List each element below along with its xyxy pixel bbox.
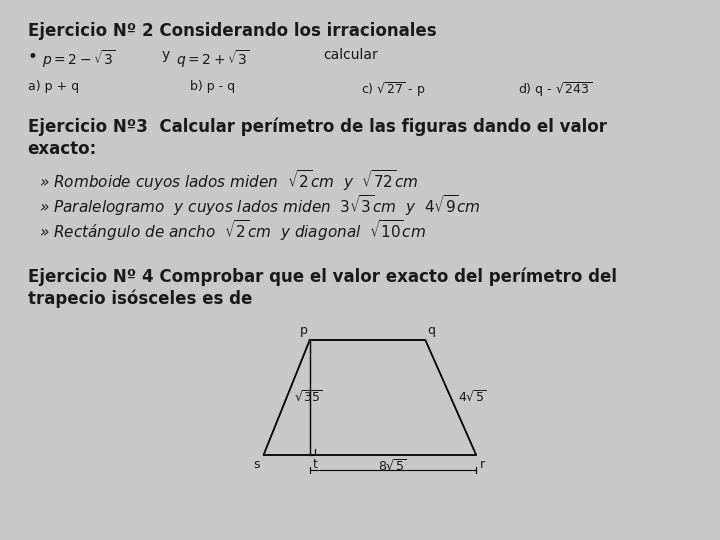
Text: q: q (427, 324, 435, 337)
Text: » Rectángulo de ancho  $\sqrt{2}cm$  y diagonal  $\sqrt{10}cm$: » Rectángulo de ancho $\sqrt{2}cm$ y dia… (39, 218, 426, 243)
Text: d) q - $\sqrt{243}$: d) q - $\sqrt{243}$ (518, 80, 592, 99)
Text: $q = 2+\sqrt{3}$: $q = 2+\sqrt{3}$ (176, 48, 249, 70)
Text: $4\sqrt{5}$: $4\sqrt{5}$ (458, 390, 487, 405)
Text: Ejercicio Nº 2 Considerando los irracionales: Ejercicio Nº 2 Considerando los irracion… (28, 22, 436, 40)
Text: $8\sqrt{5}$: $8\sqrt{5}$ (379, 459, 408, 474)
Text: y: y (162, 48, 170, 62)
Text: $\sqrt{35}$: $\sqrt{35}$ (294, 390, 323, 405)
Text: Ejercicio Nº 4 Comprobar que el valor exacto del perímetro del: Ejercicio Nº 4 Comprobar que el valor ex… (28, 268, 617, 287)
Text: b) p - q: b) p - q (189, 80, 235, 93)
Text: s: s (253, 458, 260, 471)
Text: t: t (312, 458, 318, 471)
Text: c) $\sqrt{27}$ - p: c) $\sqrt{27}$ - p (361, 80, 425, 99)
Text: a) p + q: a) p + q (28, 80, 79, 93)
Text: Ejercicio Nº3  Calcular perímetro de las figuras dando el valor: Ejercicio Nº3 Calcular perímetro de las … (28, 118, 607, 137)
Text: exacto:: exacto: (28, 140, 97, 158)
Text: trapecio isósceles es de: trapecio isósceles es de (28, 290, 252, 308)
Text: $p = 2-\sqrt{3}$: $p = 2-\sqrt{3}$ (42, 48, 115, 70)
Text: » Paralelogramo  y cuyos lados miden  $3\sqrt{3}cm$  y  $4\sqrt{9}cm$: » Paralelogramo y cuyos lados miden $3\s… (39, 193, 481, 218)
Text: p: p (300, 324, 308, 337)
Text: calcular: calcular (323, 48, 379, 62)
Text: r: r (480, 458, 485, 471)
Text: •: • (28, 48, 37, 66)
Text: » Romboide cuyos lados miden  $\sqrt{2}cm$  y  $\sqrt{72}cm$: » Romboide cuyos lados miden $\sqrt{2}cm… (39, 168, 418, 193)
